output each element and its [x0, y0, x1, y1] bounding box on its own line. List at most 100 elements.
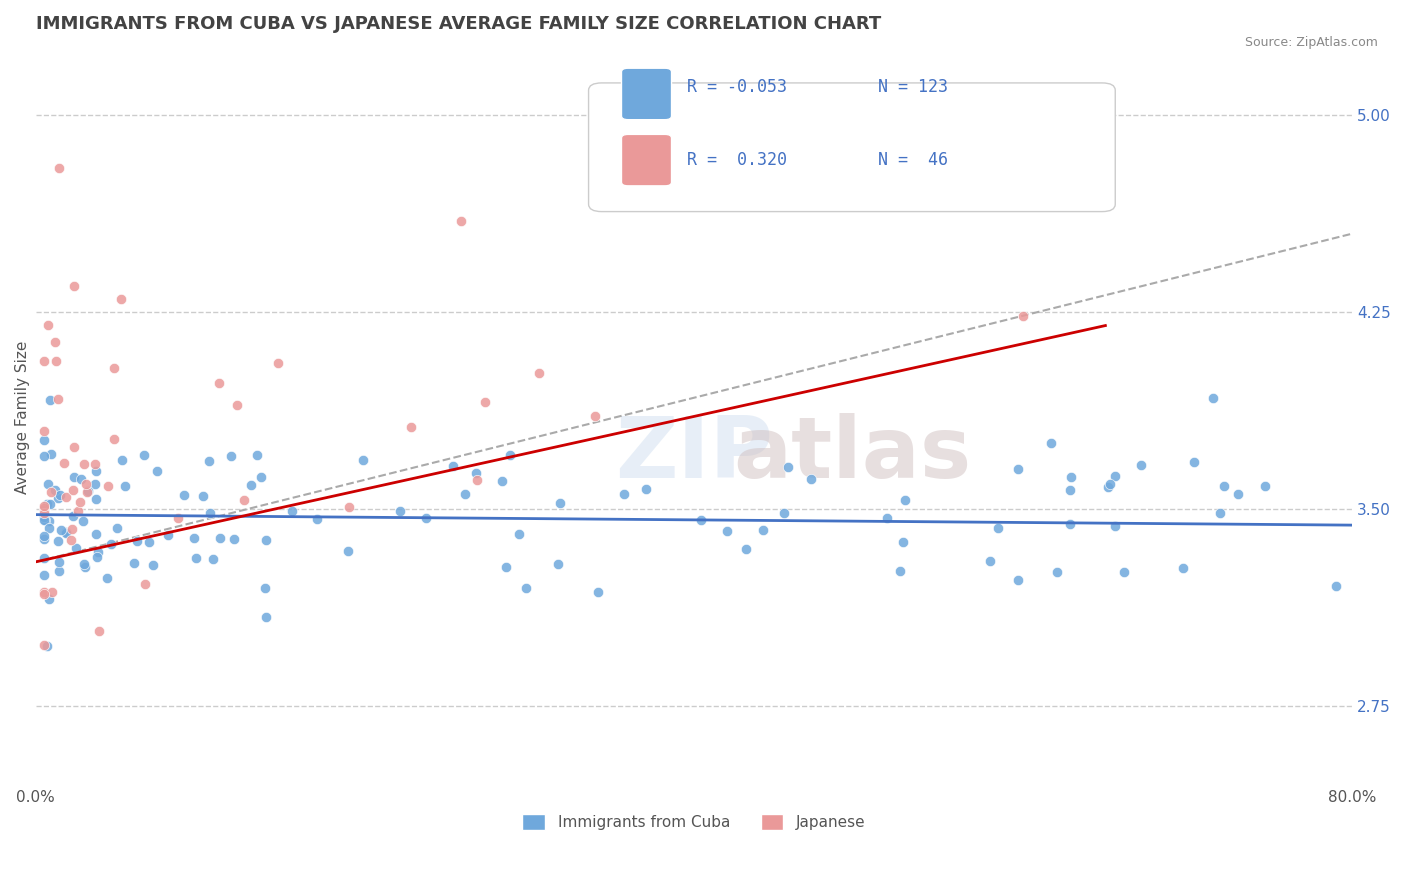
Point [254, 533, 277, 547]
Point [1007, 573, 1029, 587]
Point [84, 464, 107, 478]
Point [352, 452, 374, 467]
Point [32, 551, 55, 566]
Text: atlas: atlas [733, 413, 972, 496]
Point [62, 469, 84, 483]
Point [979, 554, 1001, 568]
Point [716, 524, 738, 538]
Point [103, 361, 125, 376]
Point [73, 557, 96, 571]
Point [32, 499, 55, 513]
Point [142, 558, 165, 573]
Point [32, 532, 55, 546]
Point [32, 449, 55, 463]
Point [183, 532, 205, 546]
Point [772, 506, 794, 520]
Point [34, 513, 56, 527]
Point [46, 533, 69, 548]
Point [1114, 565, 1136, 579]
Point [32, 638, 55, 652]
Text: N =  46: N = 46 [879, 151, 948, 169]
Text: R = -0.053: R = -0.053 [688, 78, 787, 95]
Point [776, 460, 799, 475]
Point [491, 475, 513, 489]
Point [1046, 565, 1069, 579]
Point [32, 567, 55, 582]
Point [415, 511, 437, 525]
Point [114, 479, 136, 493]
Point [138, 535, 160, 549]
Point [550, 496, 572, 510]
Point [1098, 477, 1121, 491]
Point [69, 494, 91, 508]
Point [97, 479, 120, 493]
Point [63, 440, 86, 454]
Point [1039, 436, 1062, 450]
Point [734, 541, 756, 556]
Point [62, 483, 84, 498]
Point [515, 581, 537, 595]
Point [105, 521, 128, 535]
Point [46, 491, 69, 505]
Point [465, 473, 488, 487]
Text: ZIP: ZIP [614, 413, 773, 496]
Point [221, 449, 243, 463]
Point [55, 490, 77, 504]
Point [39, 447, 62, 461]
Point [201, 552, 224, 566]
Point [474, 395, 496, 409]
Point [495, 559, 517, 574]
Point [583, 409, 606, 424]
Point [586, 584, 609, 599]
Point [39, 393, 62, 408]
Point [893, 534, 915, 549]
Point [32, 528, 55, 542]
Point [987, 521, 1010, 535]
Text: R =  0.320: R = 0.320 [688, 151, 787, 169]
Point [32, 585, 55, 599]
Point [51, 523, 73, 537]
FancyBboxPatch shape [589, 83, 1115, 211]
Point [441, 459, 464, 474]
Point [39, 485, 62, 500]
Point [508, 527, 530, 541]
Point [337, 500, 360, 515]
Point [89, 624, 111, 638]
Point [44, 483, 66, 497]
Point [186, 550, 208, 565]
Point [250, 470, 273, 484]
Point [246, 448, 269, 462]
Point [167, 510, 190, 524]
Point [87, 544, 110, 558]
Point [889, 564, 911, 578]
Point [1104, 469, 1126, 483]
Point [110, 293, 132, 307]
Point [1324, 579, 1347, 593]
Point [198, 506, 221, 520]
Point [32, 587, 55, 601]
Point [1129, 458, 1152, 473]
Point [76, 484, 98, 499]
Point [32, 513, 55, 527]
Point [32, 353, 55, 368]
Point [254, 610, 277, 624]
Point [62, 508, 84, 523]
Point [49, 488, 72, 502]
Point [1104, 518, 1126, 533]
Point [73, 560, 96, 574]
Point [145, 465, 167, 479]
Point [1182, 455, 1205, 469]
Point [83, 477, 105, 491]
Point [84, 492, 107, 507]
FancyBboxPatch shape [621, 135, 672, 186]
Point [208, 376, 231, 390]
Point [450, 213, 472, 227]
Point [44, 334, 66, 349]
Text: IMMIGRANTS FROM CUBA VS JAPANESE AVERAGE FAMILY SIZE CORRELATION CHART: IMMIGRANTS FROM CUBA VS JAPANESE AVERAGE… [35, 15, 880, 33]
Point [100, 537, 122, 551]
Point [103, 432, 125, 446]
Point [75, 476, 97, 491]
Text: N = 123: N = 123 [879, 78, 948, 95]
Point [464, 466, 486, 480]
Point [222, 532, 245, 546]
